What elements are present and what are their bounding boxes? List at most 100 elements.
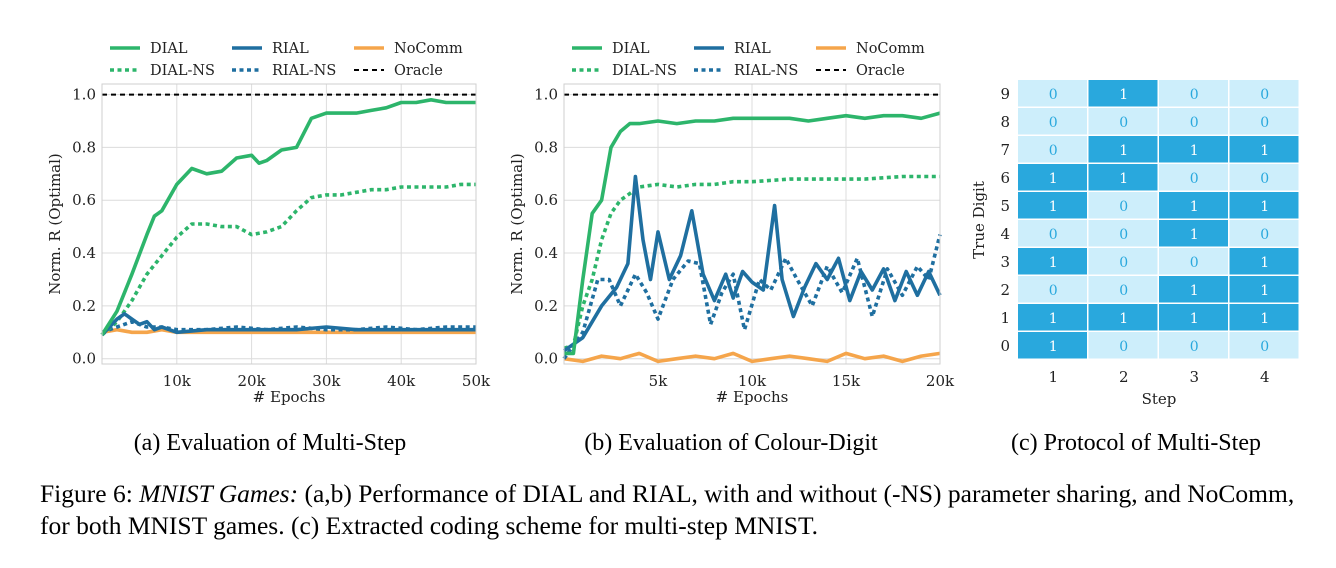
heatmap-cell — [1088, 220, 1158, 247]
heatmap-cell — [1229, 248, 1299, 275]
heatmap-cell — [1018, 248, 1087, 275]
heatmap-cell — [1229, 276, 1299, 303]
row-label: 4 — [1000, 225, 1010, 243]
y-axis-label: Norm. R (Optimal) — [46, 153, 64, 295]
row-label: 8 — [1000, 113, 1010, 131]
cell-value: 1 — [1260, 255, 1269, 271]
cell-value: 0 — [1260, 227, 1269, 243]
cell-value: 0 — [1260, 339, 1269, 355]
heatmap-cell — [1159, 108, 1228, 135]
row-label: 5 — [1000, 197, 1010, 215]
col-label: 1 — [1048, 368, 1058, 386]
y-tick-label: 0.0 — [534, 350, 558, 368]
y-axis-label: True Digit — [970, 181, 988, 259]
heatmap-cell — [1159, 136, 1228, 163]
heatmap-cell — [1018, 192, 1087, 219]
x-tick-label: 50k — [462, 372, 491, 390]
legend-label-dial-ns: DIAL-NS — [150, 63, 215, 79]
cell-value: 0 — [1049, 283, 1058, 299]
heatmap-cell — [1088, 304, 1158, 331]
cell-value: 1 — [1190, 311, 1199, 327]
heatmap-cell — [1159, 220, 1228, 247]
cell-value: 0 — [1049, 227, 1058, 243]
legend-label-oracle: Oracle — [856, 63, 905, 79]
cell-value: 0 — [1260, 115, 1269, 131]
heatmap-cell — [1159, 192, 1228, 219]
panel-a-chart: 10k 20k 30k 40k 50k 0.0 0.2 0.4 0.6 0.8 1.0 # Epoch… — [46, 41, 491, 406]
legend-label-rial: RIAL — [272, 41, 309, 57]
cell-value: 1 — [1260, 311, 1269, 327]
y-tick-label: 1.0 — [534, 86, 558, 104]
cell-value: 1 — [1190, 227, 1199, 243]
row-label: 9 — [1000, 85, 1010, 103]
heatmap-cell — [1088, 80, 1158, 107]
cell-value: 1 — [1119, 311, 1128, 327]
legend-label-dial: DIAL — [150, 41, 188, 57]
y-tick-label: 0.2 — [72, 297, 96, 315]
heatmap-cell — [1018, 164, 1087, 191]
heatmap-cell — [1018, 108, 1087, 135]
y-tick-label: 0.2 — [534, 297, 558, 315]
panel-b-chart: 5k 10k 15k 20k 0.0 0.2 0.4 0.6 0.8 1.0 # Epochs Nor… — [508, 41, 955, 406]
series-line-dial — [564, 111, 941, 356]
heatmap-cell — [1229, 332, 1299, 359]
cell-value: 0 — [1260, 87, 1269, 103]
heatmap-cell — [1088, 248, 1158, 275]
heatmap-cell — [1088, 164, 1158, 191]
series-line-dial-ns — [100, 182, 476, 337]
x-axis-label: Step — [1142, 390, 1177, 408]
series-line-rial-ns — [562, 234, 942, 360]
heatmap-cell — [1229, 108, 1299, 135]
row-label: 1 — [1000, 309, 1010, 327]
heatmap-cell — [1159, 276, 1228, 303]
figure-caption: Figure 6: MNIST Games: (a,b) Performance… — [40, 478, 1310, 542]
heatmap-cell — [1229, 304, 1299, 331]
legend-label-rial-ns: RIAL-NS — [272, 63, 336, 79]
cell-value: 1 — [1260, 199, 1269, 215]
cell-value: 0 — [1049, 115, 1058, 131]
series-line-nocomm — [563, 351, 941, 364]
x-tick-label: 20k — [238, 372, 267, 390]
cell-value: 0 — [1260, 171, 1269, 187]
cell-value: 0 — [1190, 255, 1199, 271]
cell-value: 0 — [1119, 199, 1128, 215]
y-axis-label: Norm. R (Optimal) — [508, 153, 526, 295]
y-tick-label: 0.8 — [534, 138, 558, 156]
series-line-dial — [100, 98, 476, 336]
y-tick-label: 0.0 — [72, 350, 96, 368]
x-tick-label: 40k — [387, 372, 416, 390]
x-tick-label: 30k — [312, 372, 341, 390]
heatmap-cell — [1159, 304, 1228, 331]
heatmap-cell — [1159, 332, 1228, 359]
row-label: 7 — [1000, 141, 1010, 159]
row-label: 0 — [1000, 337, 1010, 355]
cell-value: 0 — [1190, 87, 1199, 103]
cell-value: 1 — [1190, 283, 1199, 299]
heatmap-cell — [1088, 136, 1158, 163]
series-line-rial — [100, 311, 476, 337]
cell-value: 1 — [1049, 255, 1058, 271]
heatmap-cell — [1159, 248, 1228, 275]
y-tick-label: 1.0 — [72, 86, 96, 104]
legend-label-nocomm: NoComm — [856, 41, 925, 57]
heatmap-cell — [1229, 80, 1299, 107]
heatmap-cell — [1229, 136, 1299, 163]
cell-value: 1 — [1190, 143, 1199, 159]
plot-area — [102, 84, 476, 364]
cell-value: 1 — [1260, 143, 1269, 159]
legend-label-rial-ns: RIAL-NS — [734, 63, 798, 79]
y-tick-label: 0.6 — [72, 191, 96, 209]
cell-value: 0 — [1119, 339, 1128, 355]
y-tick-label: 0.8 — [72, 138, 96, 156]
x-axis-label: # Epochs — [253, 388, 326, 406]
cell-value: 1 — [1049, 199, 1058, 215]
caption-body: (a,b) Performance of DIAL and RIAL, with… — [40, 479, 1295, 540]
heatmap-cell — [1159, 164, 1228, 191]
row-label: 6 — [1000, 169, 1010, 187]
legend-label-oracle: Oracle — [394, 63, 443, 79]
heatmap-cell — [1018, 276, 1087, 303]
subcaption-b: (b) Evaluation of Colour-Digit — [584, 430, 878, 456]
caption-title: MNIST Games: — [139, 479, 299, 508]
heatmap-cell — [1229, 220, 1299, 247]
cell-value: 1 — [1049, 171, 1058, 187]
